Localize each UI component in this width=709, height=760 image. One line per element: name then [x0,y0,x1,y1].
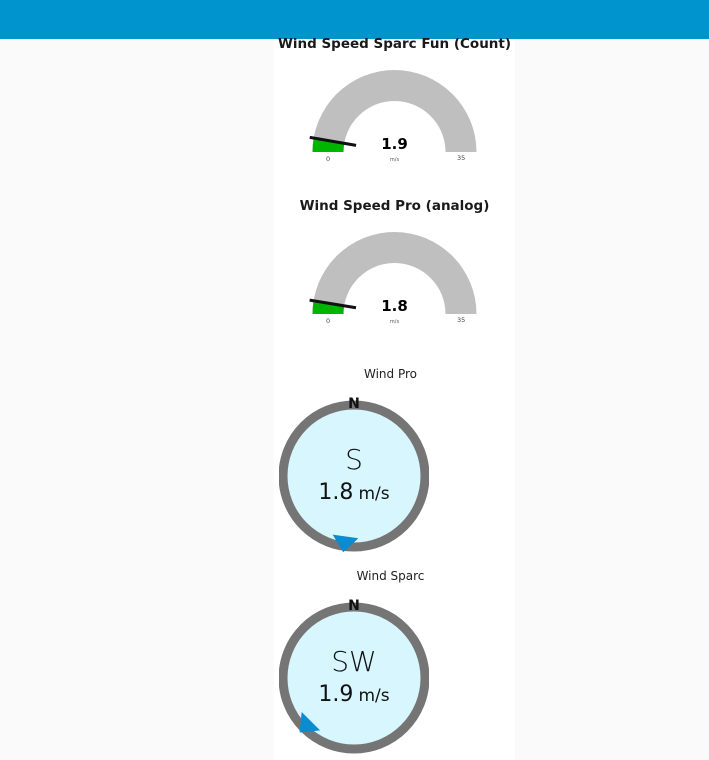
gauge-title: Wind Speed Pro (analog) [299,198,490,214]
compass-north-label: N [348,598,360,614]
wind-speed-sparc-gauge: 1.9 m/s 0 35 [274,65,515,175]
gauge-max-label: 35 [457,316,466,324]
gauge-arc [309,70,477,152]
gauge-arc [309,232,477,314]
compass-direction: SW [331,645,377,678]
compass-speed-value: 1.9 [318,682,354,707]
gauge-unit: m/s [389,319,400,325]
compass-ring [279,602,429,754]
wind-speed-pro-gauge: 1.8 m/s 0 35 [274,227,515,337]
gauge-track [312,70,477,152]
compass-direction: S [345,443,363,476]
gauge-max-label: 35 [457,154,466,162]
gauge-unit: m/s [389,157,400,163]
wind-direction-pointer [332,534,359,553]
gauge-needle [309,298,357,310]
gauge-title: Wind Speed Sparc Fun (Count) [277,36,512,52]
compass-speed-unit: m/s [358,686,390,706]
compass-speed: 1.9 m/s [279,682,429,707]
gauge-fill [312,138,345,152]
gauge-min-label: 0 [326,155,331,163]
gauge-min-label: 0 [326,317,331,325]
compass-north-label: N [348,396,360,412]
compass-speed-unit: m/s [358,484,390,504]
wind-sparc-compass: N SW 1.9 m/s [279,598,429,758]
wind-direction-pointer [299,711,321,733]
compass-speed: 1.8 m/s [279,480,429,505]
gauge-fill [312,300,345,314]
gauge-value: 1.8 [381,297,408,315]
gauge-track [312,232,477,314]
compass-dial [279,400,429,553]
compass-ring [279,400,429,552]
compass-speed-value: 1.8 [318,480,354,505]
compass-title: Wind Sparc [356,569,425,583]
gauge-value: 1.9 [381,135,408,153]
gauge-needle [309,135,357,147]
dashboard-column: Wind Speed Sparc Fun (Count) 1.9 m/s 0 3… [274,36,515,760]
wind-pro-compass: N S 1.8 m/s [279,396,429,556]
compass-dial [279,602,429,754]
compass-title: Wind Pro [363,367,417,381]
top-bar [0,0,709,39]
